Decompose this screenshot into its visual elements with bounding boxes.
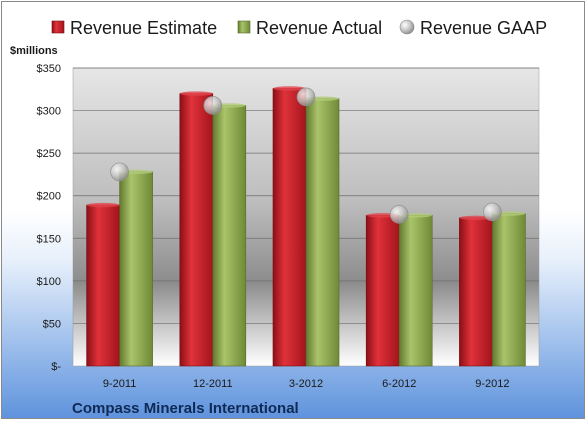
legend: Revenue Estimate Revenue Actual Revenue …: [51, 18, 547, 38]
y-tick-label: $200: [37, 191, 61, 203]
y-tick-label: $100: [37, 276, 61, 288]
bar-revenue-estimate-cap: [273, 86, 306, 91]
bar-revenue-estimate: [459, 217, 493, 367]
bar-revenue-actual: [398, 214, 433, 367]
y-tick-label: $300: [37, 106, 61, 118]
bar-revenue-estimate: [179, 93, 214, 367]
gaap-marker: [483, 202, 502, 222]
y-tick-label: $-: [51, 361, 61, 373]
x-tick-label: 9-2011: [103, 378, 136, 390]
x-tick-label: 3-2012: [289, 378, 323, 390]
bar-revenue-estimate: [86, 204, 120, 367]
gaap-marker: [110, 162, 129, 182]
bar-revenue-estimate-cap: [86, 202, 120, 208]
bar-revenue-estimate: [365, 214, 400, 367]
bar-series: [86, 86, 526, 367]
legend-label-revenue-actual: Revenue Actual: [256, 18, 382, 38]
y-tick-label: $150: [37, 233, 61, 245]
y-axis-ticks: $- $50 $100 $150 $200 $250 $300 $350: [37, 63, 62, 373]
legend-swatch-revenue-estimate: [51, 20, 65, 34]
legend-label-revenue-gaap: Revenue GAAP: [420, 18, 547, 38]
legend-swatch-revenue-actual: [237, 20, 251, 34]
y-tick-label: $350: [37, 63, 61, 75]
gaap-marker: [389, 205, 409, 224]
x-tick-label: 12-2011: [193, 378, 233, 390]
gaap-marker: [203, 96, 223, 115]
bar-revenue-estimate-cap: [179, 91, 213, 96]
company-name: Compass Minerals International: [72, 400, 299, 417]
x-axis-ticks: 9-2011 12-2011 3-2012 6-2012 9-2012: [103, 378, 510, 390]
y-axis-label: $millions: [10, 45, 58, 57]
gaap-marker: [296, 87, 316, 107]
bar-revenue-actual: [492, 213, 526, 367]
x-tick-label: 9-2012: [475, 378, 509, 390]
y-tick-label: $50: [43, 318, 61, 330]
y-tick-label: $250: [37, 148, 61, 160]
legend-label-revenue-estimate: Revenue Estimate: [70, 18, 217, 38]
bar-revenue-actual: [212, 105, 247, 367]
gaap-markers: [110, 87, 502, 224]
bar-revenue-actual: [119, 171, 153, 367]
legend-swatch-revenue-gaap: [399, 19, 415, 35]
x-tick-label: 6-2012: [382, 378, 416, 390]
bar-revenue-estimate: [272, 88, 307, 367]
bar-revenue-estimate-cap: [459, 215, 493, 221]
bar-revenue-actual: [305, 98, 340, 367]
